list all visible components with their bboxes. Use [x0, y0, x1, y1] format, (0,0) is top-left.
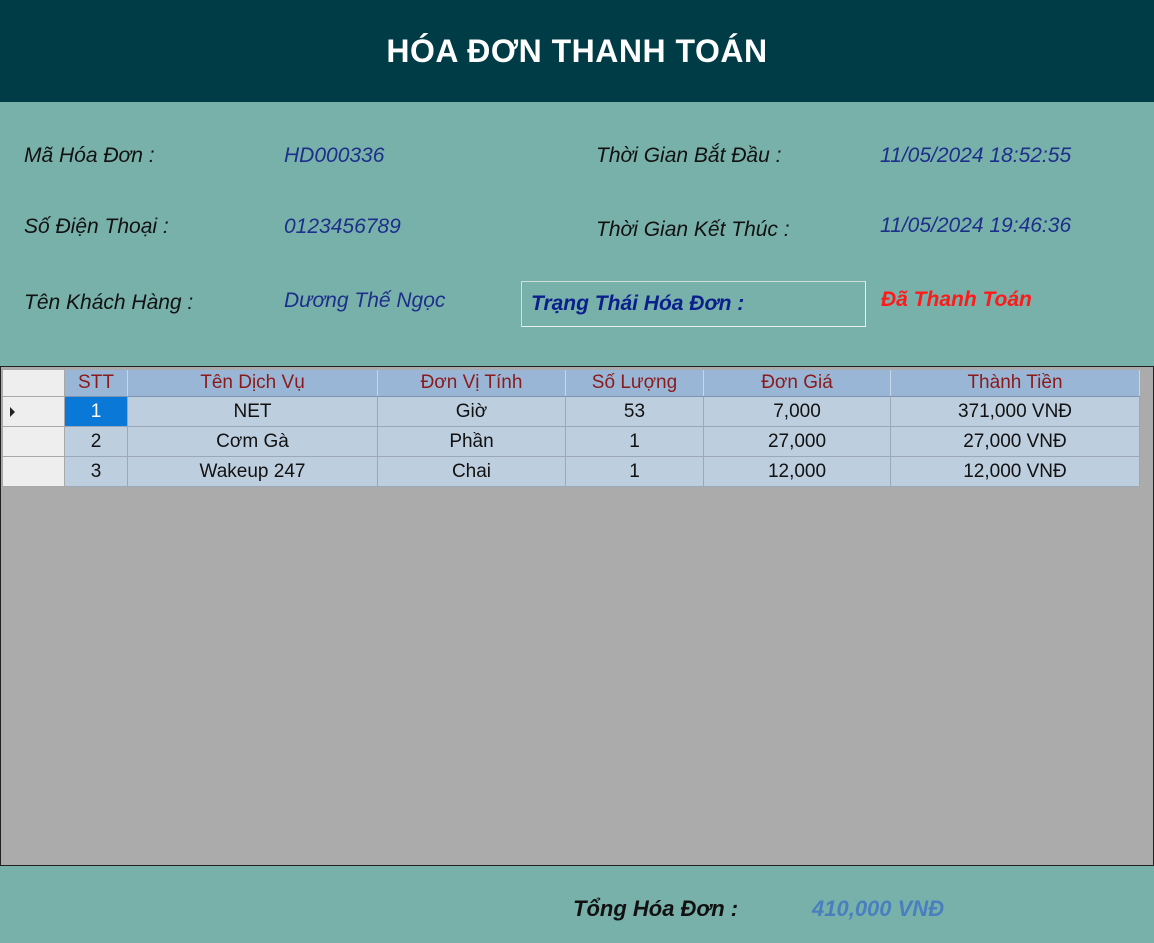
end-time-label: Thời Gian Kết Thúc : — [596, 218, 790, 241]
cell-quantity[interactable]: 53 — [565, 396, 704, 427]
grid-header-row: STT Tên Dịch Vụ Đơn Vị Tính Số Lượng Đơn… — [2, 369, 1140, 397]
table-row[interactable]: 3 Wakeup 247 Chai 1 12,000 12,000 VNĐ — [2, 456, 1140, 487]
cell-price[interactable]: 27,000 — [703, 426, 891, 457]
total-label: Tổng Hóa Đơn : — [573, 896, 739, 921]
cell-amount[interactable]: 371,000 VNĐ — [890, 396, 1140, 427]
title-bar: HÓA ĐƠN THANH TOÁN — [0, 0, 1154, 102]
start-time-label: Thời Gian Bắt Đầu : — [596, 144, 782, 167]
cell-quantity[interactable]: 1 — [565, 456, 704, 487]
invoice-id-label: Mã Hóa Đơn : — [24, 144, 155, 167]
footer-panel — [0, 866, 1154, 943]
services-grid[interactable]: STT Tên Dịch Vụ Đơn Vị Tính Số Lượng Đơn… — [0, 366, 1154, 866]
services-table: STT Tên Dịch Vụ Đơn Vị Tính Số Lượng Đơn… — [2, 369, 1140, 487]
phone-value: 0123456789 — [284, 215, 401, 238]
column-header-service[interactable]: Tên Dịch Vụ — [127, 369, 378, 397]
invoice-id-value: HD000336 — [284, 144, 385, 167]
row-header[interactable] — [2, 456, 65, 487]
status-label: Trạng Thái Hóa Đơn : — [531, 292, 745, 315]
column-header-amount[interactable]: Thành Tiền — [890, 369, 1140, 397]
status-box — [521, 281, 866, 327]
start-time-value: 11/05/2024 18:52:55 — [880, 144, 1072, 167]
table-row[interactable]: 1 NET Giờ 53 7,000 371,000 VNĐ — [2, 396, 1140, 427]
cell-price[interactable]: 12,000 — [703, 456, 891, 487]
row-header-corner[interactable] — [2, 369, 65, 397]
cell-price[interactable]: 7,000 — [703, 396, 891, 427]
cell-amount[interactable]: 27,000 VNĐ — [890, 426, 1140, 457]
cell-stt[interactable]: 1 — [64, 396, 128, 427]
current-row-arrow-icon — [10, 407, 15, 417]
table-row[interactable]: 2 Cơm Gà Phần 1 27,000 27,000 VNĐ — [2, 426, 1140, 457]
cell-quantity[interactable]: 1 — [565, 426, 704, 457]
customer-value: Dương Thế Ngọc — [284, 289, 446, 312]
row-header[interactable] — [2, 426, 65, 457]
total-value: 410,000 VNĐ — [812, 896, 945, 921]
row-header[interactable] — [2, 396, 65, 427]
cell-service[interactable]: Cơm Gà — [127, 426, 378, 457]
cell-amount[interactable]: 12,000 VNĐ — [890, 456, 1140, 487]
cell-service[interactable]: NET — [127, 396, 378, 427]
cell-unit[interactable]: Giờ — [377, 396, 566, 427]
column-header-price[interactable]: Đơn Giá — [703, 369, 891, 397]
cell-unit[interactable]: Phần — [377, 426, 566, 457]
status-badge: Đã Thanh Toán — [881, 288, 1032, 311]
phone-label: Số Điện Thoại : — [24, 215, 169, 238]
column-header-unit[interactable]: Đơn Vị Tính — [377, 369, 566, 397]
cell-stt[interactable]: 3 — [64, 456, 128, 487]
column-header-quantity[interactable]: Số Lượng — [565, 369, 704, 397]
cell-unit[interactable]: Chai — [377, 456, 566, 487]
column-header-stt[interactable]: STT — [64, 369, 128, 397]
cell-service[interactable]: Wakeup 247 — [127, 456, 378, 487]
invoice-info-panel — [0, 102, 1154, 366]
customer-label: Tên Khách Hàng : — [24, 291, 194, 314]
page-title: HÓA ĐƠN THANH TOÁN — [386, 33, 768, 69]
end-time-value: 11/05/2024 19:46:36 — [880, 214, 1072, 237]
cell-stt[interactable]: 2 — [64, 426, 128, 457]
